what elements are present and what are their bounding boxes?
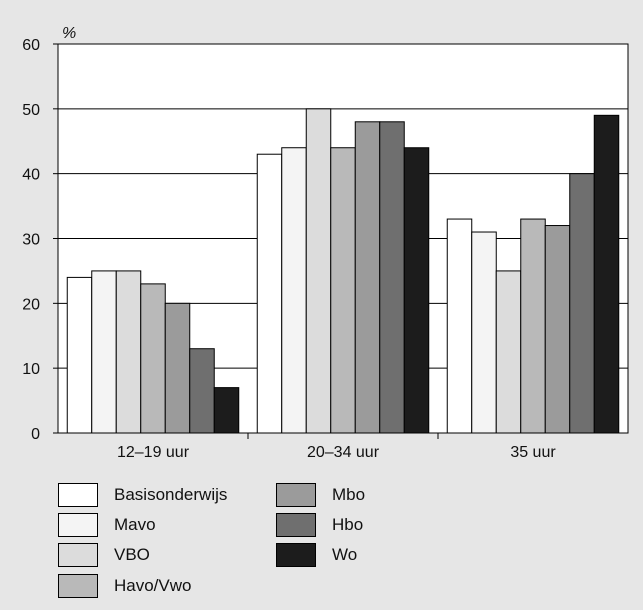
- x-tick-label: 12–19 uur: [117, 444, 190, 461]
- bar: [446, 218, 473, 434]
- bar: [330, 147, 356, 434]
- axes: [53, 43, 629, 439]
- legend-swatch: [276, 543, 316, 567]
- bars: [66, 108, 620, 434]
- y-axis-label: %: [62, 25, 76, 42]
- legend-label: Mbo: [332, 485, 366, 504]
- bar: [213, 387, 240, 434]
- legend-swatch: [58, 513, 98, 537]
- bar: [593, 114, 620, 434]
- bar: [379, 121, 405, 434]
- x-tick-label: 20–34 uur: [307, 444, 380, 461]
- bar: [471, 231, 497, 434]
- bar: [256, 153, 283, 434]
- bar: [495, 270, 522, 434]
- legend-label: Hbo: [332, 515, 364, 534]
- legend-swatch: [276, 513, 316, 537]
- y-tick-label: 0: [31, 426, 40, 443]
- legend-label: Basisonderwijs: [114, 485, 228, 504]
- legend-label: VBO: [114, 545, 150, 564]
- bar: [403, 147, 430, 434]
- legend-swatch: [58, 483, 98, 507]
- x-tick-label: 35 uur: [510, 444, 556, 461]
- legend-swatch: [276, 483, 316, 507]
- legend-swatch: [58, 543, 98, 567]
- bar: [544, 225, 571, 434]
- y-tick-label: 60: [22, 37, 40, 54]
- legend-label: Havo/Vwo: [114, 576, 192, 595]
- legend-swatch: [58, 574, 98, 598]
- y-tick-label: 30: [22, 232, 40, 249]
- y-tick-label: 20: [22, 296, 40, 313]
- plot-frame: [57, 43, 629, 434]
- y-tick-label: 40: [22, 167, 40, 184]
- tick-labels: 0 10 20 30 40 50 60 12–19 uur 20–34 uur 35 uur: [22, 37, 556, 461]
- y-tick-label: 10: [22, 361, 40, 378]
- bar: [520, 218, 546, 434]
- y-tick-label: 50: [22, 102, 40, 119]
- legend-label: Wo: [332, 545, 358, 564]
- legend-label: Mavo: [114, 515, 156, 534]
- bar: [281, 147, 307, 434]
